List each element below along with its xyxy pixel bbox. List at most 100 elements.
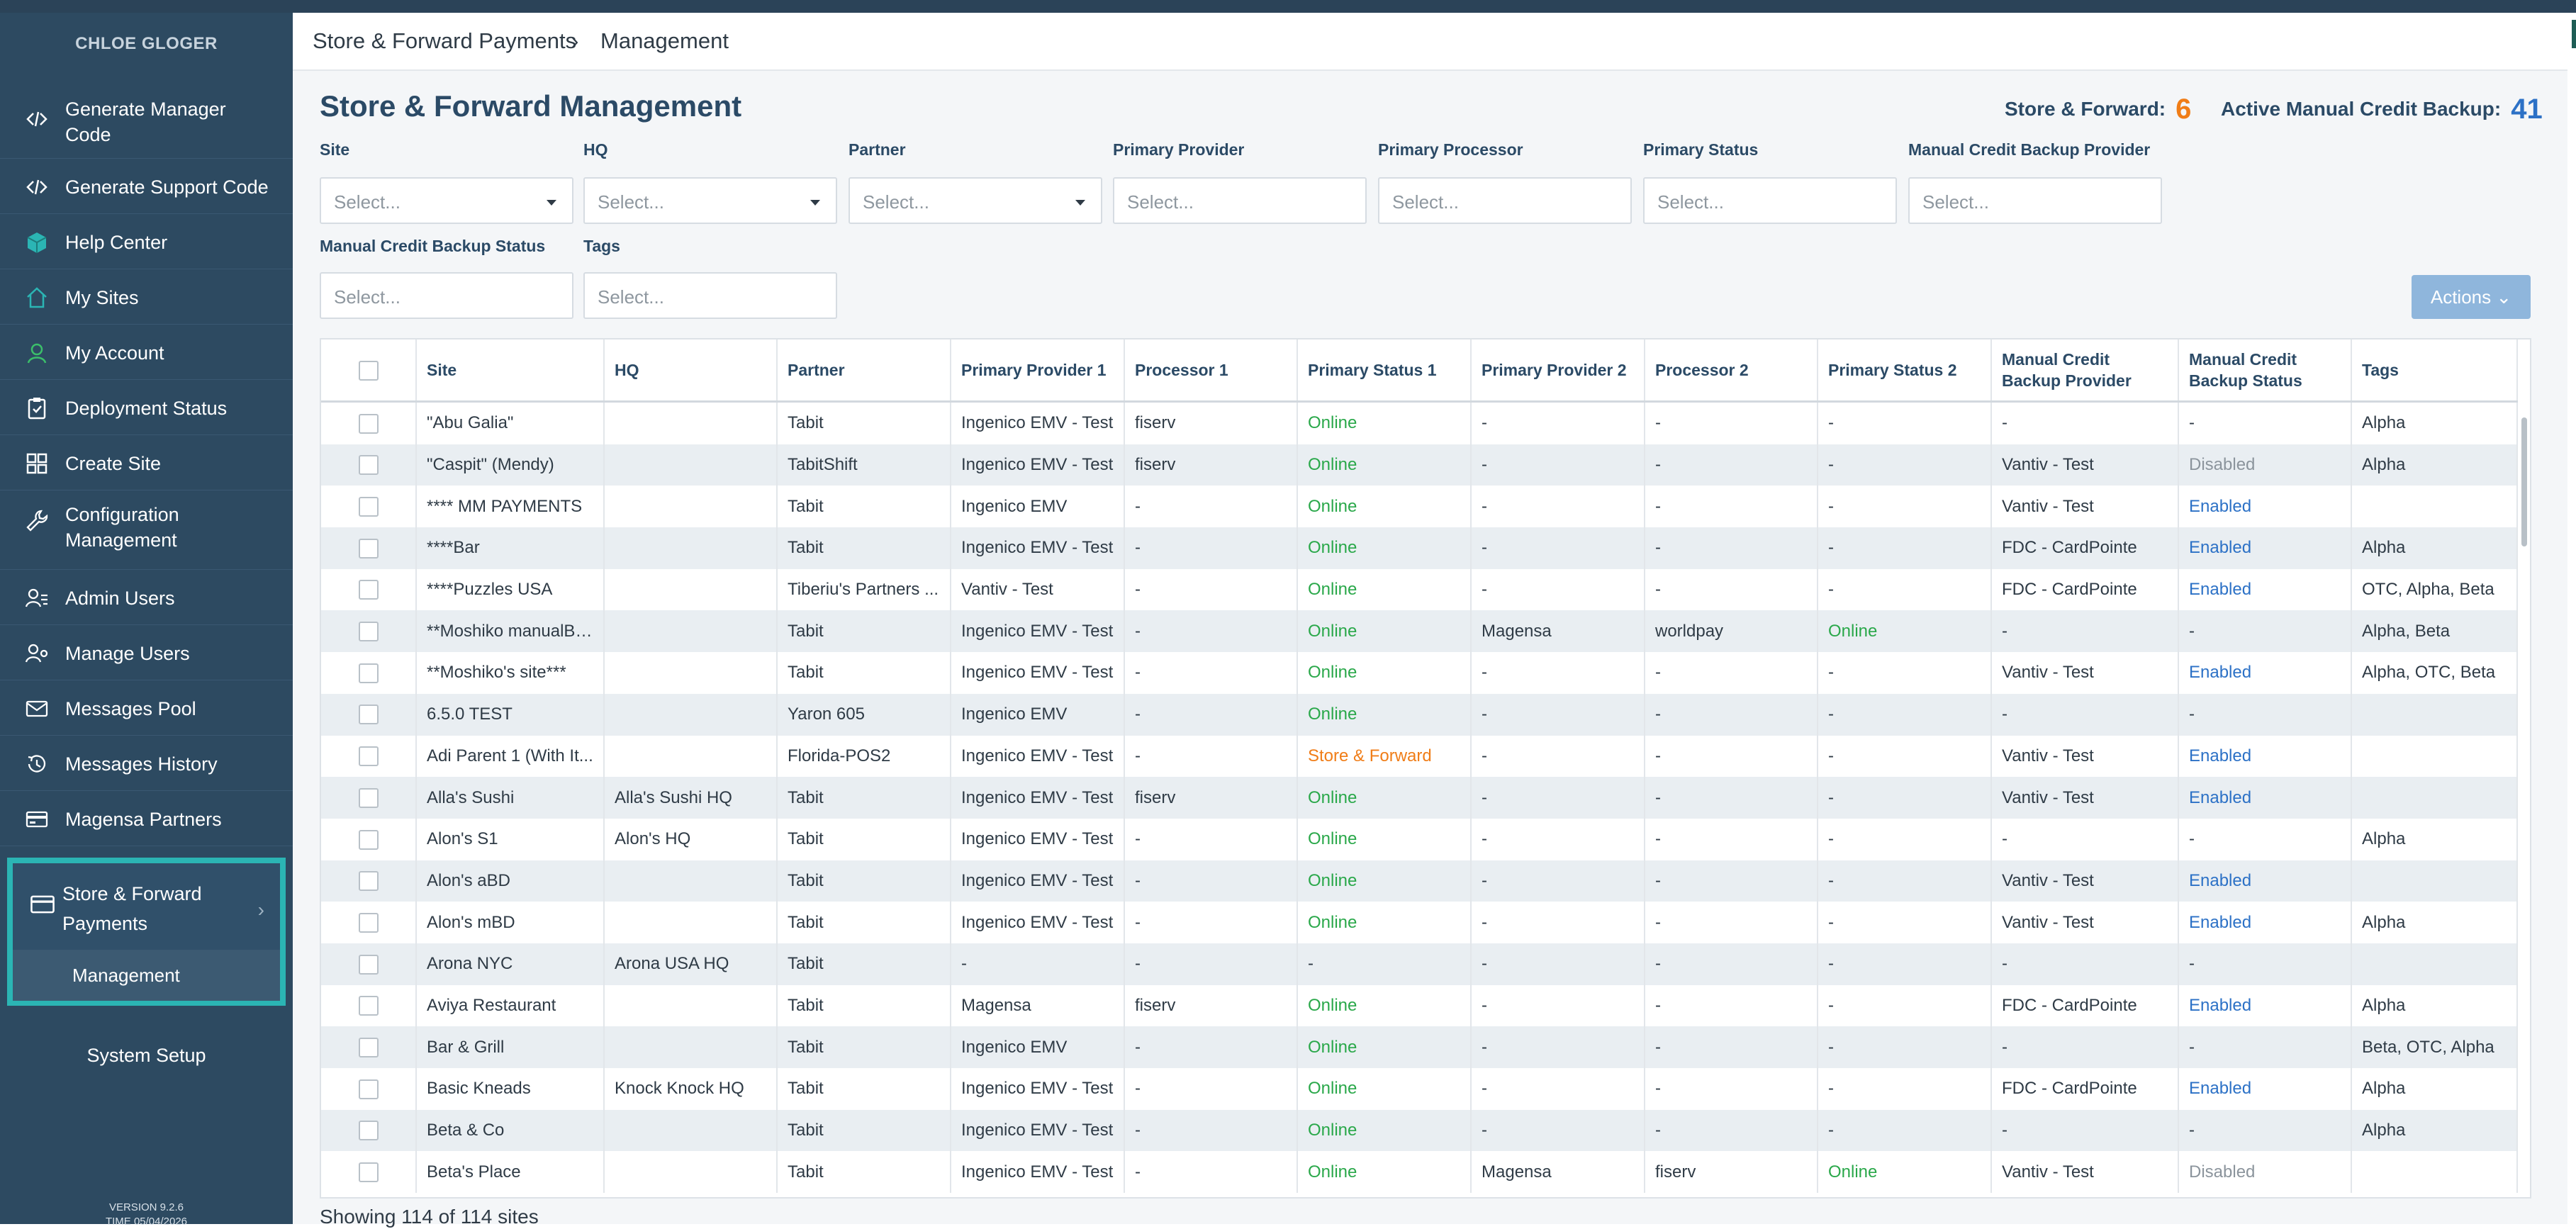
row-checkbox-cell[interactable]	[321, 1151, 417, 1194]
table-row[interactable]: Beta & Co Tabit Ingenico EMV - Test - Online…	[321, 1109, 2518, 1152]
row-checkbox[interactable]	[358, 829, 379, 850]
row-checkbox-cell[interactable]	[321, 693, 417, 736]
sidebar-item-create-site[interactable]: Create Site	[0, 437, 293, 490]
column-header[interactable]: Processor 1	[1124, 339, 1298, 403]
row-checkbox-cell[interactable]	[321, 444, 417, 486]
row-checkbox-cell[interactable]	[321, 527, 417, 569]
row-checkbox-cell[interactable]	[321, 610, 417, 653]
row-checkbox[interactable]	[358, 912, 379, 933]
column-header[interactable]: Tags	[2351, 339, 2518, 403]
primary-status-select[interactable]: Select...	[1643, 177, 1897, 224]
column-header[interactable]: Processor 2	[1645, 339, 1818, 403]
column-header[interactable]: HQ	[604, 339, 778, 403]
row-checkbox-cell[interactable]	[321, 943, 417, 985]
row-checkbox[interactable]	[358, 1037, 379, 1057]
row-checkbox[interactable]	[358, 455, 379, 476]
sidebar-item-magensa-partners[interactable]: Magensa Partners	[0, 792, 293, 846]
sidebar-item-generate-manager-code[interactable]: Generate Manager Code	[0, 89, 293, 159]
row-checkbox[interactable]	[358, 1121, 379, 1141]
row-checkbox-cell[interactable]	[321, 818, 417, 860]
table-row[interactable]: ****Bar Tabit Ingenico EMV - Test - Online - -…	[321, 527, 2518, 569]
column-header[interactable]: Manual Credit Backup Provider	[1991, 339, 2179, 403]
column-header[interactable]: Site	[416, 339, 605, 403]
select-all-checkbox[interactable]	[321, 339, 417, 403]
breadcrumb-link[interactable]: Store & Forward Payments	[313, 28, 577, 53]
row-checkbox[interactable]	[358, 497, 379, 517]
row-checkbox[interactable]	[358, 663, 379, 683]
table-row[interactable]: Adi Parent 1 (With It... Florida-POS2 Inge…	[321, 735, 2518, 778]
sidebar-item-messages-history[interactable]: Messages History	[0, 737, 293, 791]
sidebar-item-generate-support-code[interactable]: Generate Support Code	[0, 160, 293, 214]
table-row[interactable]: **Moshiko manualBD** Tabit Ingenico EMV - …	[321, 610, 2518, 653]
primary-provider-select[interactable]: Select...	[1113, 177, 1367, 224]
row-checkbox-cell[interactable]	[321, 1026, 417, 1068]
row-checkbox[interactable]	[358, 622, 379, 642]
row-checkbox-cell[interactable]	[321, 777, 417, 819]
table-row[interactable]: Aviya Restaurant Tabit Magensa fiserv Online…	[321, 984, 2518, 1027]
table-row[interactable]: **** MM PAYMENTS Tabit Ingenico EMV - Online…	[321, 486, 2518, 528]
sidebar-item-admin-users[interactable]: Admin Users	[0, 571, 293, 625]
sidebar-item-messages-pool[interactable]: Messages Pool	[0, 682, 293, 736]
mcb-status-select[interactable]: Select...	[320, 272, 573, 319]
row-checkbox-cell[interactable]	[321, 984, 417, 1027]
sidebar-item-configuration-management[interactable]: Configuration Management	[0, 492, 293, 570]
column-header[interactable]: Primary Status 2	[1818, 339, 1992, 403]
row-checkbox-cell[interactable]	[321, 568, 417, 611]
row-checkbox[interactable]	[358, 705, 379, 725]
vertical-scrollbar[interactable]	[2521, 417, 2527, 546]
row-checkbox-cell[interactable]	[321, 1109, 417, 1152]
table-row[interactable]: Beta's Place Tabit Ingenico EMV - Test - Onl…	[321, 1151, 2518, 1194]
table-cell: -	[1645, 1026, 1818, 1068]
table-row[interactable]: "Caspit" (Mendy) TabitShift Ingenico EMV -…	[321, 444, 2518, 486]
mcb-provider-select[interactable]: Select...	[1908, 177, 2162, 224]
column-header[interactable]: Primary Status 1	[1297, 339, 1472, 403]
row-checkbox-cell[interactable]	[321, 401, 417, 444]
row-checkbox-cell[interactable]	[321, 486, 417, 528]
table-row[interactable]: Basic Kneads Knock Knock HQ Tabit Ingenico …	[321, 1068, 2518, 1110]
table-row[interactable]: ****Puzzles USA Tiberiu's Partners ... Van…	[321, 568, 2518, 611]
column-header[interactable]: Partner	[777, 339, 951, 403]
row-checkbox-cell[interactable]	[321, 652, 417, 694]
row-checkbox-cell[interactable]	[321, 735, 417, 778]
partner-select[interactable]: Select...	[849, 177, 1102, 224]
table-row[interactable]: Arona NYC Arona USA HQ Tabit - - - - - - - -	[321, 943, 2518, 985]
row-checkbox[interactable]	[358, 1079, 379, 1099]
actions-button[interactable]: Actions ⌄	[2412, 275, 2531, 319]
row-checkbox[interactable]	[358, 746, 379, 767]
row-checkbox[interactable]	[358, 413, 379, 434]
sidebar-item-my-sites[interactable]: My Sites	[0, 271, 293, 325]
row-checkbox[interactable]	[358, 996, 379, 1016]
row-checkbox[interactable]	[358, 871, 379, 892]
sidebar-subitem-management[interactable]: Management	[13, 950, 280, 1001]
row-checkbox-cell[interactable]	[321, 860, 417, 902]
table-row[interactable]: Bar & Grill Tabit Ingenico EMV - Online - - - - -…	[321, 1026, 2518, 1068]
sidebar-item-help-center[interactable]: Help Center	[0, 215, 293, 269]
table-row[interactable]: Alon's S1 Alon's HQ Tabit Ingenico EMV - Te…	[321, 818, 2518, 860]
row-checkbox[interactable]	[358, 538, 379, 559]
row-checkbox-cell[interactable]	[321, 1068, 417, 1110]
row-checkbox[interactable]	[358, 954, 379, 975]
site-select[interactable]: Select...	[320, 177, 573, 224]
sidebar-item-deployment-status[interactable]: Deployment Status	[0, 381, 293, 435]
sidebar-item-manage-users[interactable]: Manage Users	[0, 627, 293, 680]
hq-select[interactable]: Select...	[583, 177, 837, 224]
table-row[interactable]: "Abu Galia" Tabit Ingenico EMV - Test fiser…	[321, 401, 2518, 444]
row-checkbox[interactable]	[358, 1162, 379, 1183]
sidebar-item-my-account[interactable]: My Account	[0, 326, 293, 380]
row-checkbox[interactable]	[358, 787, 379, 808]
tags-select[interactable]: Select...	[583, 272, 837, 319]
table-row[interactable]: 6.5.0 TEST Yaron 605 Ingenico EMV - Online - -…	[321, 693, 2518, 736]
sidebar-item-store-forward-payments[interactable]: Store & Forward Payments › Management	[7, 858, 286, 1006]
table-row[interactable]: Alon's mBD Tabit Ingenico EMV - Test - Onlin…	[321, 902, 2518, 943]
table-row[interactable]: Alon's aBD Tabit Ingenico EMV - Test - Onlin…	[321, 860, 2518, 902]
column-header[interactable]: Manual Credit Backup Status	[2178, 339, 2352, 403]
primary-processor-select[interactable]: Select...	[1378, 177, 1632, 224]
row-checkbox-cell[interactable]	[321, 902, 417, 943]
column-header[interactable]: Primary Provider 1	[951, 339, 1125, 403]
system-setup-button[interactable]: System Setup	[86, 1045, 206, 1066]
column-header[interactable]: Primary Provider 2	[1471, 339, 1645, 403]
table-row[interactable]: **Moshiko's site*** Tabit Ingenico EMV - T…	[321, 652, 2518, 694]
checkbox[interactable]	[358, 361, 379, 381]
row-checkbox[interactable]	[358, 580, 379, 600]
table-row[interactable]: Alla's Sushi Alla's Sushi HQ Tabit Ingenico…	[321, 777, 2518, 819]
